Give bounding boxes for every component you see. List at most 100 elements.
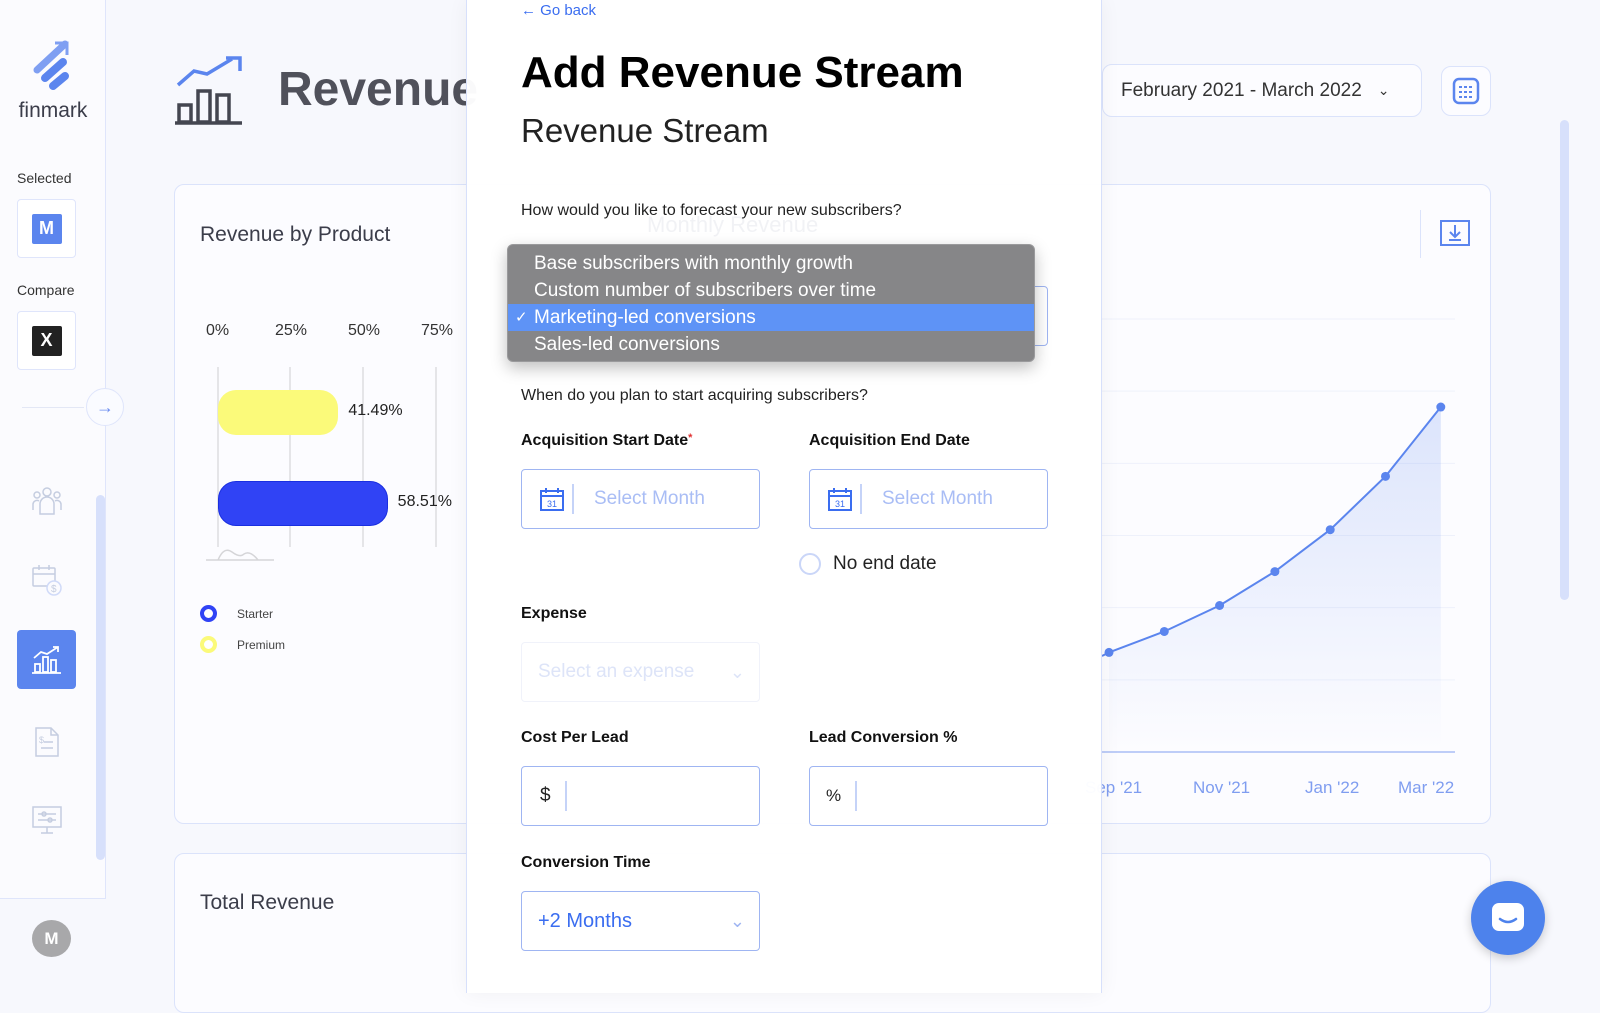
user-avatar[interactable]: M (32, 920, 71, 957)
svg-text:31: 31 (835, 499, 845, 509)
lead-conversion-label: Lead Conversion % (809, 729, 958, 746)
bar-premium[interactable] (218, 390, 339, 435)
divider (22, 407, 84, 408)
svg-text:$: $ (51, 584, 57, 595)
sidebar-item-billing[interactable]: $ (17, 550, 76, 609)
gridline (217, 367, 219, 547)
dollar-prefix: $ (540, 785, 551, 806)
conversion-time-select[interactable]: +2 Months ⌄ (521, 891, 760, 951)
series-line (1101, 406, 1442, 657)
gridline (362, 367, 364, 547)
cost-per-lead-input[interactable]: $ (521, 766, 760, 826)
data-point-oct-21[interactable] (1159, 626, 1169, 636)
go-back-link[interactable]: ← Go back (521, 2, 597, 19)
chevron-down-icon: ⌄ (729, 910, 745, 931)
logo-text: finmark (18, 99, 88, 122)
start-month-placeholder: Select Month (594, 488, 705, 509)
separator (860, 484, 862, 514)
panel-title: Add Revenue Stream (521, 48, 964, 97)
calendar-dollar-icon: $ (31, 564, 62, 596)
gridline (435, 367, 437, 547)
finmark-logo[interactable]: finmark (8, 40, 98, 123)
tick-label: 50% (348, 322, 381, 339)
download-icon (1440, 220, 1470, 246)
data-point-dec-21[interactable] (1270, 567, 1280, 577)
cost-per-lead-label: Cost Per Lead (521, 729, 629, 746)
date-range-select[interactable]: February 2021 - March 2022 ⌄ (1102, 64, 1422, 117)
add-revenue-stream-panel: Monthly Revenue ← Go back Add Revenue St… (466, 0, 1102, 993)
date-range-value: February 2021 - March 2022 (1121, 79, 1362, 101)
data-point-mar-22[interactable] (1436, 402, 1446, 412)
start-month-picker[interactable]: 31 Select Month (521, 469, 760, 529)
acquire-question: When do you plan to start acquiring subs… (521, 387, 868, 404)
end-date-label: Acquisition End Date (809, 432, 970, 449)
expense-label: Expense (521, 605, 587, 622)
selected-scenario[interactable]: M (17, 199, 76, 258)
bar-label-starter: 58.51% (397, 493, 452, 510)
sidebar: finmark Selected M Compare X $ $ M (0, 0, 106, 993)
compare-scenario[interactable]: X (17, 311, 76, 370)
legend-label: Premium (237, 637, 286, 652)
table-icon (1452, 77, 1480, 105)
compare-badge: X (31, 325, 62, 356)
team-icon (31, 486, 62, 515)
bar-starter[interactable] (218, 481, 388, 526)
compare-label: Compare (17, 282, 75, 298)
no-end-date-label: No end date (833, 553, 937, 574)
finmark-logo-icon (33, 40, 69, 90)
chevron-down-icon: ⌄ (729, 661, 745, 682)
sidebar-item-settings[interactable] (17, 790, 76, 849)
tick-label: 0% (206, 322, 230, 339)
forecast-method-dropdown: Base subscribers with monthly growth Cus… (507, 244, 1035, 362)
option-base-subscribers[interactable]: Base subscribers with monthly growth (534, 253, 853, 274)
lead-conversion-input[interactable]: % (809, 766, 1048, 826)
separator (564, 781, 567, 811)
divider (1420, 210, 1421, 258)
expand-sidebar-button[interactable]: → (86, 388, 124, 426)
data-point-jan-22[interactable] (1325, 525, 1335, 535)
data-point-sep-21[interactable] (1104, 647, 1114, 657)
option-sales-led[interactable]: Sales-led conversions (534, 334, 720, 355)
card-title: Total Revenue (200, 891, 335, 914)
end-month-picker[interactable]: 31 Select Month (809, 469, 1048, 529)
percent-prefix: % (826, 786, 842, 805)
download-button[interactable] (1440, 219, 1470, 254)
sidebar-item-expenses[interactable]: $ (17, 712, 76, 771)
sidebar-scrollbar[interactable] (96, 495, 105, 860)
chat-button[interactable] (1471, 881, 1545, 955)
expense-select[interactable]: Select an expense ⌄ (521, 642, 760, 702)
forecast-question: How would you like to forecast your new … (521, 202, 902, 219)
revenue-chart-icon (31, 645, 61, 674)
legend-item-starter[interactable]: Starter (200, 605, 273, 622)
option-custom-subscribers[interactable]: Custom number of subscribers over time (534, 280, 877, 301)
sidebar-item-team[interactable] (17, 471, 76, 530)
expense-placeholder: Select an expense (538, 661, 695, 682)
no-end-date-radio[interactable] (799, 553, 821, 575)
arrow-right-icon: → (96, 396, 114, 417)
sidebar-item-revenue[interactable] (17, 630, 76, 689)
data-point-nov-21[interactable] (1215, 601, 1225, 611)
end-month-placeholder: Select Month (882, 488, 993, 509)
start-date-label: Acquisition Start Date* (521, 432, 692, 450)
loading-wave-icon (206, 549, 274, 561)
legend-label: Starter (237, 606, 274, 621)
calendar-icon: 31 (540, 488, 564, 511)
panel-subtitle: Revenue Stream (521, 112, 769, 149)
table-view-button[interactable] (1441, 66, 1491, 116)
option-marketing-led[interactable]: ✓ Marketing-led conversions (508, 304, 1034, 331)
separator (855, 781, 858, 811)
legend-item-premium[interactable]: Premium (200, 636, 285, 653)
conversion-time-value: +2 Months (538, 909, 632, 932)
tick-label: 75% (421, 322, 454, 339)
ghost-chart-title: Monthly Revenue (647, 212, 819, 237)
x-tick-label: Mar '22 (1398, 778, 1455, 797)
settings-monitor-icon (31, 805, 62, 834)
selected-badge: M (31, 213, 62, 244)
legend-marker (200, 605, 217, 622)
data-point-feb-22[interactable] (1381, 471, 1390, 481)
page-scrollbar[interactable] (1560, 120, 1569, 600)
conversion-time-label: Conversion Time (521, 854, 651, 871)
x-tick-label: Nov '21 (1193, 778, 1251, 797)
calendar-icon: 31 (828, 488, 852, 511)
